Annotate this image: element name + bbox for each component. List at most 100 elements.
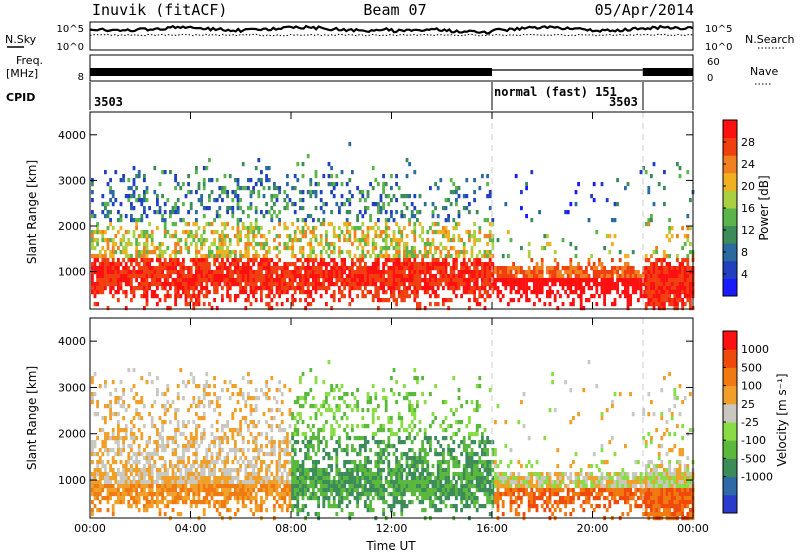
scatter-cell bbox=[384, 210, 388, 215]
scatter-cell bbox=[283, 464, 287, 469]
scatter-cell bbox=[668, 262, 671, 267]
scatter-cell bbox=[109, 468, 112, 473]
scatter-cell bbox=[273, 262, 276, 267]
scatter-cell bbox=[689, 266, 692, 271]
scatter-cell bbox=[657, 270, 661, 275]
scatter-cell bbox=[452, 234, 456, 239]
scatter-cell bbox=[205, 278, 209, 283]
scatter-cell bbox=[400, 210, 404, 215]
scatter-cell bbox=[626, 306, 630, 311]
scatter-cell bbox=[109, 186, 112, 191]
scatter-cell bbox=[265, 278, 268, 283]
scatter-cell bbox=[301, 460, 305, 465]
scatter-cell bbox=[270, 282, 274, 287]
scatter-cell bbox=[574, 246, 578, 251]
scatter-cell bbox=[244, 420, 248, 425]
scatter-cell bbox=[449, 282, 453, 287]
noise-panel-frame bbox=[89, 21, 694, 51]
scatter-cell bbox=[145, 460, 149, 465]
scatter-cell bbox=[527, 286, 531, 291]
scatter-cell bbox=[681, 258, 684, 263]
scatter-cell bbox=[520, 282, 523, 287]
scatter-cell bbox=[262, 266, 266, 271]
scatter-cell bbox=[124, 246, 128, 251]
scatter-cell bbox=[254, 436, 258, 441]
scatter-cell bbox=[174, 412, 177, 417]
scatter-cell bbox=[343, 484, 346, 489]
scatter-cell bbox=[644, 278, 648, 283]
scatter-cell bbox=[135, 278, 138, 283]
scatter-cell bbox=[608, 286, 612, 291]
scatter-cell bbox=[340, 194, 344, 199]
scatter-cell bbox=[132, 286, 136, 291]
scatter-cell bbox=[486, 234, 489, 239]
scatter-cell bbox=[317, 408, 320, 413]
scatter-cell bbox=[244, 234, 248, 239]
scatter-cell bbox=[296, 178, 300, 183]
scatter-cell bbox=[356, 464, 359, 469]
scatter-cell bbox=[252, 476, 255, 481]
scatter-cell bbox=[158, 436, 162, 441]
scatter-cell bbox=[262, 452, 266, 457]
scatter-cell bbox=[379, 250, 383, 255]
scatter-cell bbox=[122, 484, 125, 489]
scatter-cell bbox=[361, 464, 365, 469]
scatter-cell bbox=[169, 480, 172, 485]
scatter-cell bbox=[202, 432, 206, 437]
scatter-cell bbox=[371, 246, 375, 251]
scatter-cell bbox=[143, 278, 146, 283]
scatter-cell bbox=[283, 460, 287, 465]
scatter-cell bbox=[150, 242, 154, 247]
scatter-cell bbox=[275, 194, 279, 199]
scatter-cell bbox=[335, 278, 339, 283]
scatter-cell bbox=[257, 448, 261, 453]
scatter-cell bbox=[117, 396, 120, 401]
scatter-cell bbox=[452, 226, 456, 231]
scatter-cell bbox=[215, 460, 219, 465]
scatter-cell bbox=[676, 162, 679, 167]
scatter-cell bbox=[202, 226, 206, 231]
scatter-cell bbox=[150, 504, 154, 509]
scatter-cell bbox=[257, 476, 261, 481]
scatter-cell bbox=[104, 432, 107, 437]
scatter-cell bbox=[109, 250, 112, 255]
scatter-cell bbox=[345, 468, 349, 473]
scatter-cell bbox=[260, 464, 263, 469]
scatter-cell bbox=[273, 282, 276, 287]
scatter-cell bbox=[275, 500, 279, 505]
freq-bar-segment-2 bbox=[642, 68, 693, 76]
scatter-cell bbox=[161, 448, 164, 453]
scatter-cell bbox=[213, 408, 216, 413]
scatter-cell bbox=[213, 198, 216, 203]
scatter-cell bbox=[579, 302, 583, 307]
scatter-cell bbox=[473, 258, 476, 263]
scatter-cell bbox=[278, 468, 281, 473]
scatter-cell bbox=[132, 190, 136, 195]
scatter-cell bbox=[343, 400, 346, 405]
scatter-cell bbox=[317, 242, 320, 247]
scatter-cell bbox=[335, 512, 339, 517]
scatter-cell bbox=[101, 278, 105, 283]
scatter-cell bbox=[348, 286, 352, 291]
scatter-cell bbox=[124, 432, 128, 437]
scatter-cell bbox=[429, 226, 432, 231]
scatter-cell bbox=[293, 472, 297, 477]
scatter-cell bbox=[247, 226, 250, 231]
scatter-cell bbox=[517, 290, 521, 295]
scatter-cell bbox=[187, 290, 190, 295]
scatter-cell bbox=[361, 214, 365, 219]
scatter-cell bbox=[265, 166, 268, 171]
scatter-cell bbox=[304, 266, 307, 271]
scatter-cell bbox=[254, 298, 258, 303]
scatter-cell bbox=[559, 278, 562, 283]
scatter-cell bbox=[135, 226, 138, 231]
scatter-cell bbox=[153, 246, 157, 251]
scatter-cell bbox=[91, 282, 94, 287]
scatter-cell bbox=[678, 274, 682, 279]
scatter-cell bbox=[434, 206, 437, 211]
scatter-cell bbox=[418, 270, 422, 275]
scatter-cell bbox=[647, 190, 651, 195]
scatter-cell bbox=[543, 282, 547, 287]
scatter-cell bbox=[309, 416, 313, 421]
scatter-cell bbox=[410, 282, 414, 287]
